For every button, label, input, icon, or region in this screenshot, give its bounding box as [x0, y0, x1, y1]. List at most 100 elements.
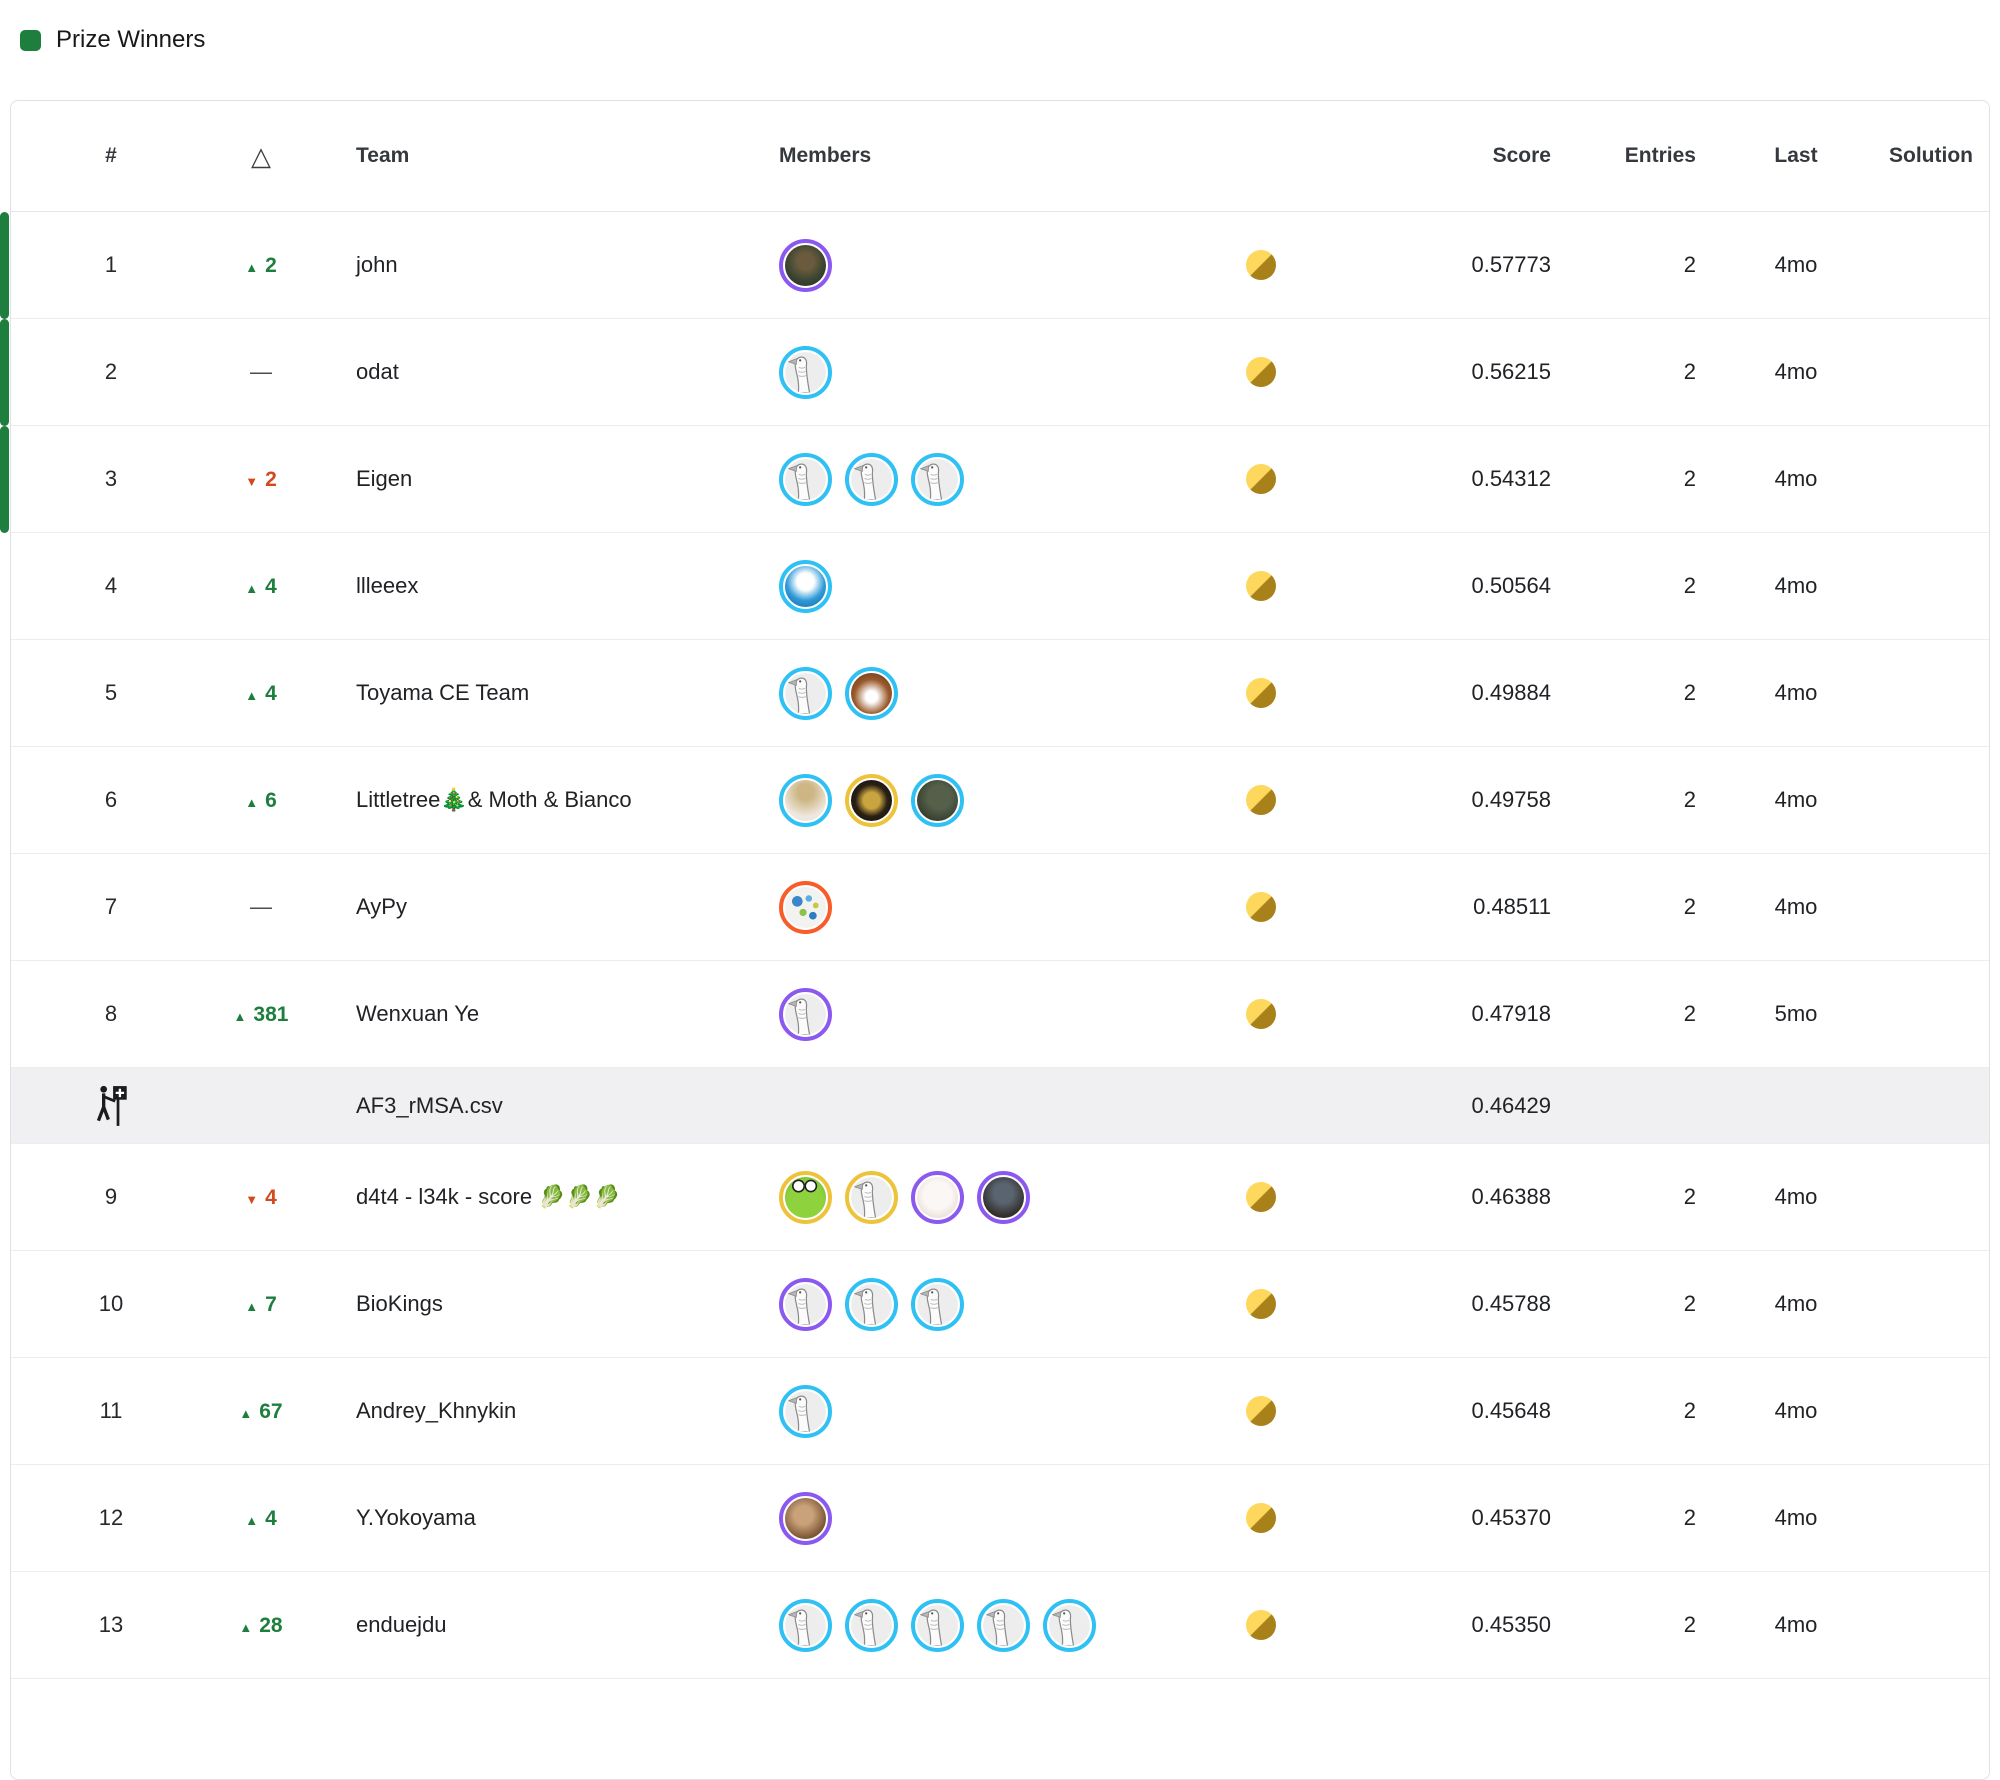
members-cell	[761, 1491, 1211, 1545]
team-name[interactable]: llleeex	[356, 573, 419, 598]
member-avatar[interactable]	[779, 345, 832, 399]
goose-avatar-icon	[785, 1283, 826, 1325]
avatar-photo	[851, 779, 892, 821]
member-avatar[interactable]	[911, 1277, 964, 1331]
medal-cell	[1211, 1182, 1311, 1212]
header-team: Team	[356, 144, 410, 167]
rank-cell: 2	[104, 359, 118, 384]
member-avatar[interactable]	[779, 773, 832, 827]
avatar-photo	[785, 1497, 826, 1539]
gold-medal-icon	[1246, 1182, 1276, 1212]
delta-cell: ▲ 6	[181, 787, 341, 813]
team-name[interactable]: BioKings	[356, 1291, 443, 1316]
team-name[interactable]: odat	[356, 359, 399, 384]
entries-value: 2	[1683, 1184, 1696, 1209]
table-row[interactable]: 3 ▼ 2 Eigen 0.54312 2 4mo	[0, 426, 1989, 533]
team-name[interactable]: Wenxuan Ye	[356, 1001, 480, 1026]
delta-cell: ▲ 7	[181, 1291, 341, 1317]
member-avatar[interactable]	[779, 1277, 832, 1331]
member-avatar[interactable]	[779, 238, 832, 292]
medal-cell	[1211, 1396, 1311, 1426]
member-avatar[interactable]	[779, 1384, 832, 1438]
member-avatar[interactable]	[845, 1598, 898, 1652]
team-name[interactable]: d4t4 - l34k - score 🥬🥬🥬	[356, 1184, 621, 1209]
table-row[interactable]: 4 ▲ 4 llleeex 0.50564 2 4mo	[11, 533, 1989, 640]
table-row[interactable]: 13 ▲ 28 enduejdu 0.45350 2 4mo	[11, 1572, 1989, 1679]
score-value: 0.45370	[1471, 1505, 1551, 1530]
team-name[interactable]: Andrey_Khnykin	[356, 1398, 517, 1423]
member-avatar[interactable]	[911, 1170, 964, 1224]
benchmark-row[interactable]: AF3_rMSA.csv 0.46429	[11, 1068, 1989, 1144]
medal-cell	[1211, 250, 1311, 280]
table-row[interactable]: 8 ▲ 381 Wenxuan Ye 0.47918 2 5mo	[11, 961, 1989, 1068]
medal-cell	[1211, 892, 1311, 922]
delta-cell: ▲ 4	[181, 1505, 341, 1531]
table-row[interactable]: 2 — odat 0.56215 2 4mo	[0, 319, 1989, 426]
member-avatar[interactable]	[977, 1170, 1030, 1224]
member-avatar[interactable]	[911, 1598, 964, 1652]
member-avatar[interactable]	[845, 1277, 898, 1331]
team-name[interactable]: john	[356, 252, 398, 277]
last-value: 4mo	[1774, 1612, 1818, 1637]
last-value: 4mo	[1774, 1398, 1818, 1423]
entries-value: 2	[1683, 359, 1696, 384]
team-name[interactable]: Toyama CE Team	[356, 680, 530, 705]
member-avatar[interactable]	[779, 559, 832, 613]
members-cell	[761, 1384, 1211, 1438]
score-value: 0.57773	[1471, 252, 1551, 277]
rank-cell: 7	[104, 894, 118, 919]
table-row[interactable]: 11 ▲ 67 Andrey_Khnykin 0.45648 2 4mo	[11, 1358, 1989, 1465]
member-avatar[interactable]	[911, 452, 964, 506]
member-avatar[interactable]	[779, 1170, 832, 1224]
team-name[interactable]: AyPy	[356, 894, 407, 919]
goose-avatar-icon	[851, 1283, 892, 1325]
member-avatar[interactable]	[779, 1491, 832, 1545]
table-row[interactable]: 6 ▲ 6 Littletree🎄& Moth & Bianco 0.49758 2 4mo	[11, 747, 1989, 854]
header-solution: Solution	[1889, 144, 1973, 167]
up-arrow-icon: ▲	[239, 1406, 253, 1421]
entries-value: 2	[1683, 573, 1696, 598]
gold-medal-icon	[1246, 1610, 1276, 1640]
goose-avatar-icon	[917, 1604, 958, 1646]
team-name[interactable]: Y.Yokoyama	[356, 1505, 476, 1530]
table-row[interactable]: 12 ▲ 4 Y.Yokoyama 0.45370 2 4mo	[11, 1465, 1989, 1572]
table-row[interactable]: 5 ▲ 4 Toyama CE Team 0.49884 2 4mo	[11, 640, 1989, 747]
member-avatar[interactable]	[779, 1598, 832, 1652]
delta-cell: ▼ 2	[181, 466, 341, 492]
delta-up: ▲ 6	[245, 787, 277, 813]
delta-cell: —	[181, 359, 341, 385]
member-avatar[interactable]	[845, 773, 898, 827]
gold-medal-icon	[1246, 892, 1276, 922]
last-value: 4mo	[1774, 787, 1818, 812]
table-row[interactable]: 9 ▼ 4 d4t4 - l34k - score 🥬🥬🥬 0.46388 2 4mo	[11, 1144, 1989, 1251]
up-arrow-icon: ▲	[239, 1620, 253, 1635]
rank-cell: 1	[104, 252, 118, 277]
delta-up: ▲ 7	[245, 1291, 277, 1317]
member-avatar[interactable]	[1043, 1598, 1096, 1652]
member-avatar[interactable]	[911, 773, 964, 827]
member-avatar[interactable]	[779, 666, 832, 720]
delta-up: ▲ 4	[245, 573, 277, 599]
member-avatar[interactable]	[779, 880, 832, 934]
avatar-photo	[917, 779, 958, 821]
entries-value: 2	[1683, 894, 1696, 919]
member-avatar[interactable]	[845, 666, 898, 720]
delta-cell: ▼ 4	[181, 1184, 341, 1210]
member-avatar[interactable]	[845, 1170, 898, 1224]
member-avatar[interactable]	[779, 987, 832, 1041]
score-value: 0.49758	[1471, 787, 1551, 812]
member-avatar[interactable]	[779, 452, 832, 506]
team-name[interactable]: enduejdu	[356, 1612, 447, 1637]
medal-cell	[1211, 357, 1311, 387]
goose-avatar-icon	[785, 351, 826, 393]
score-value: 0.56215	[1471, 359, 1551, 384]
member-avatar[interactable]	[977, 1598, 1030, 1652]
score-value: 0.54312	[1471, 466, 1551, 491]
table-row[interactable]: 7 — AyPy 0.48511 2 4mo	[11, 854, 1989, 961]
member-avatar[interactable]	[845, 452, 898, 506]
team-name[interactable]: Littletree🎄& Moth & Bianco	[356, 787, 632, 812]
last-value: 4mo	[1774, 1291, 1818, 1316]
team-name[interactable]: Eigen	[356, 466, 413, 491]
table-row[interactable]: 1 ▲ 2 john 0.57773 2 4mo	[0, 212, 1989, 319]
table-row[interactable]: 10 ▲ 7 BioKings 0.45788 2 4mo	[11, 1251, 1989, 1358]
